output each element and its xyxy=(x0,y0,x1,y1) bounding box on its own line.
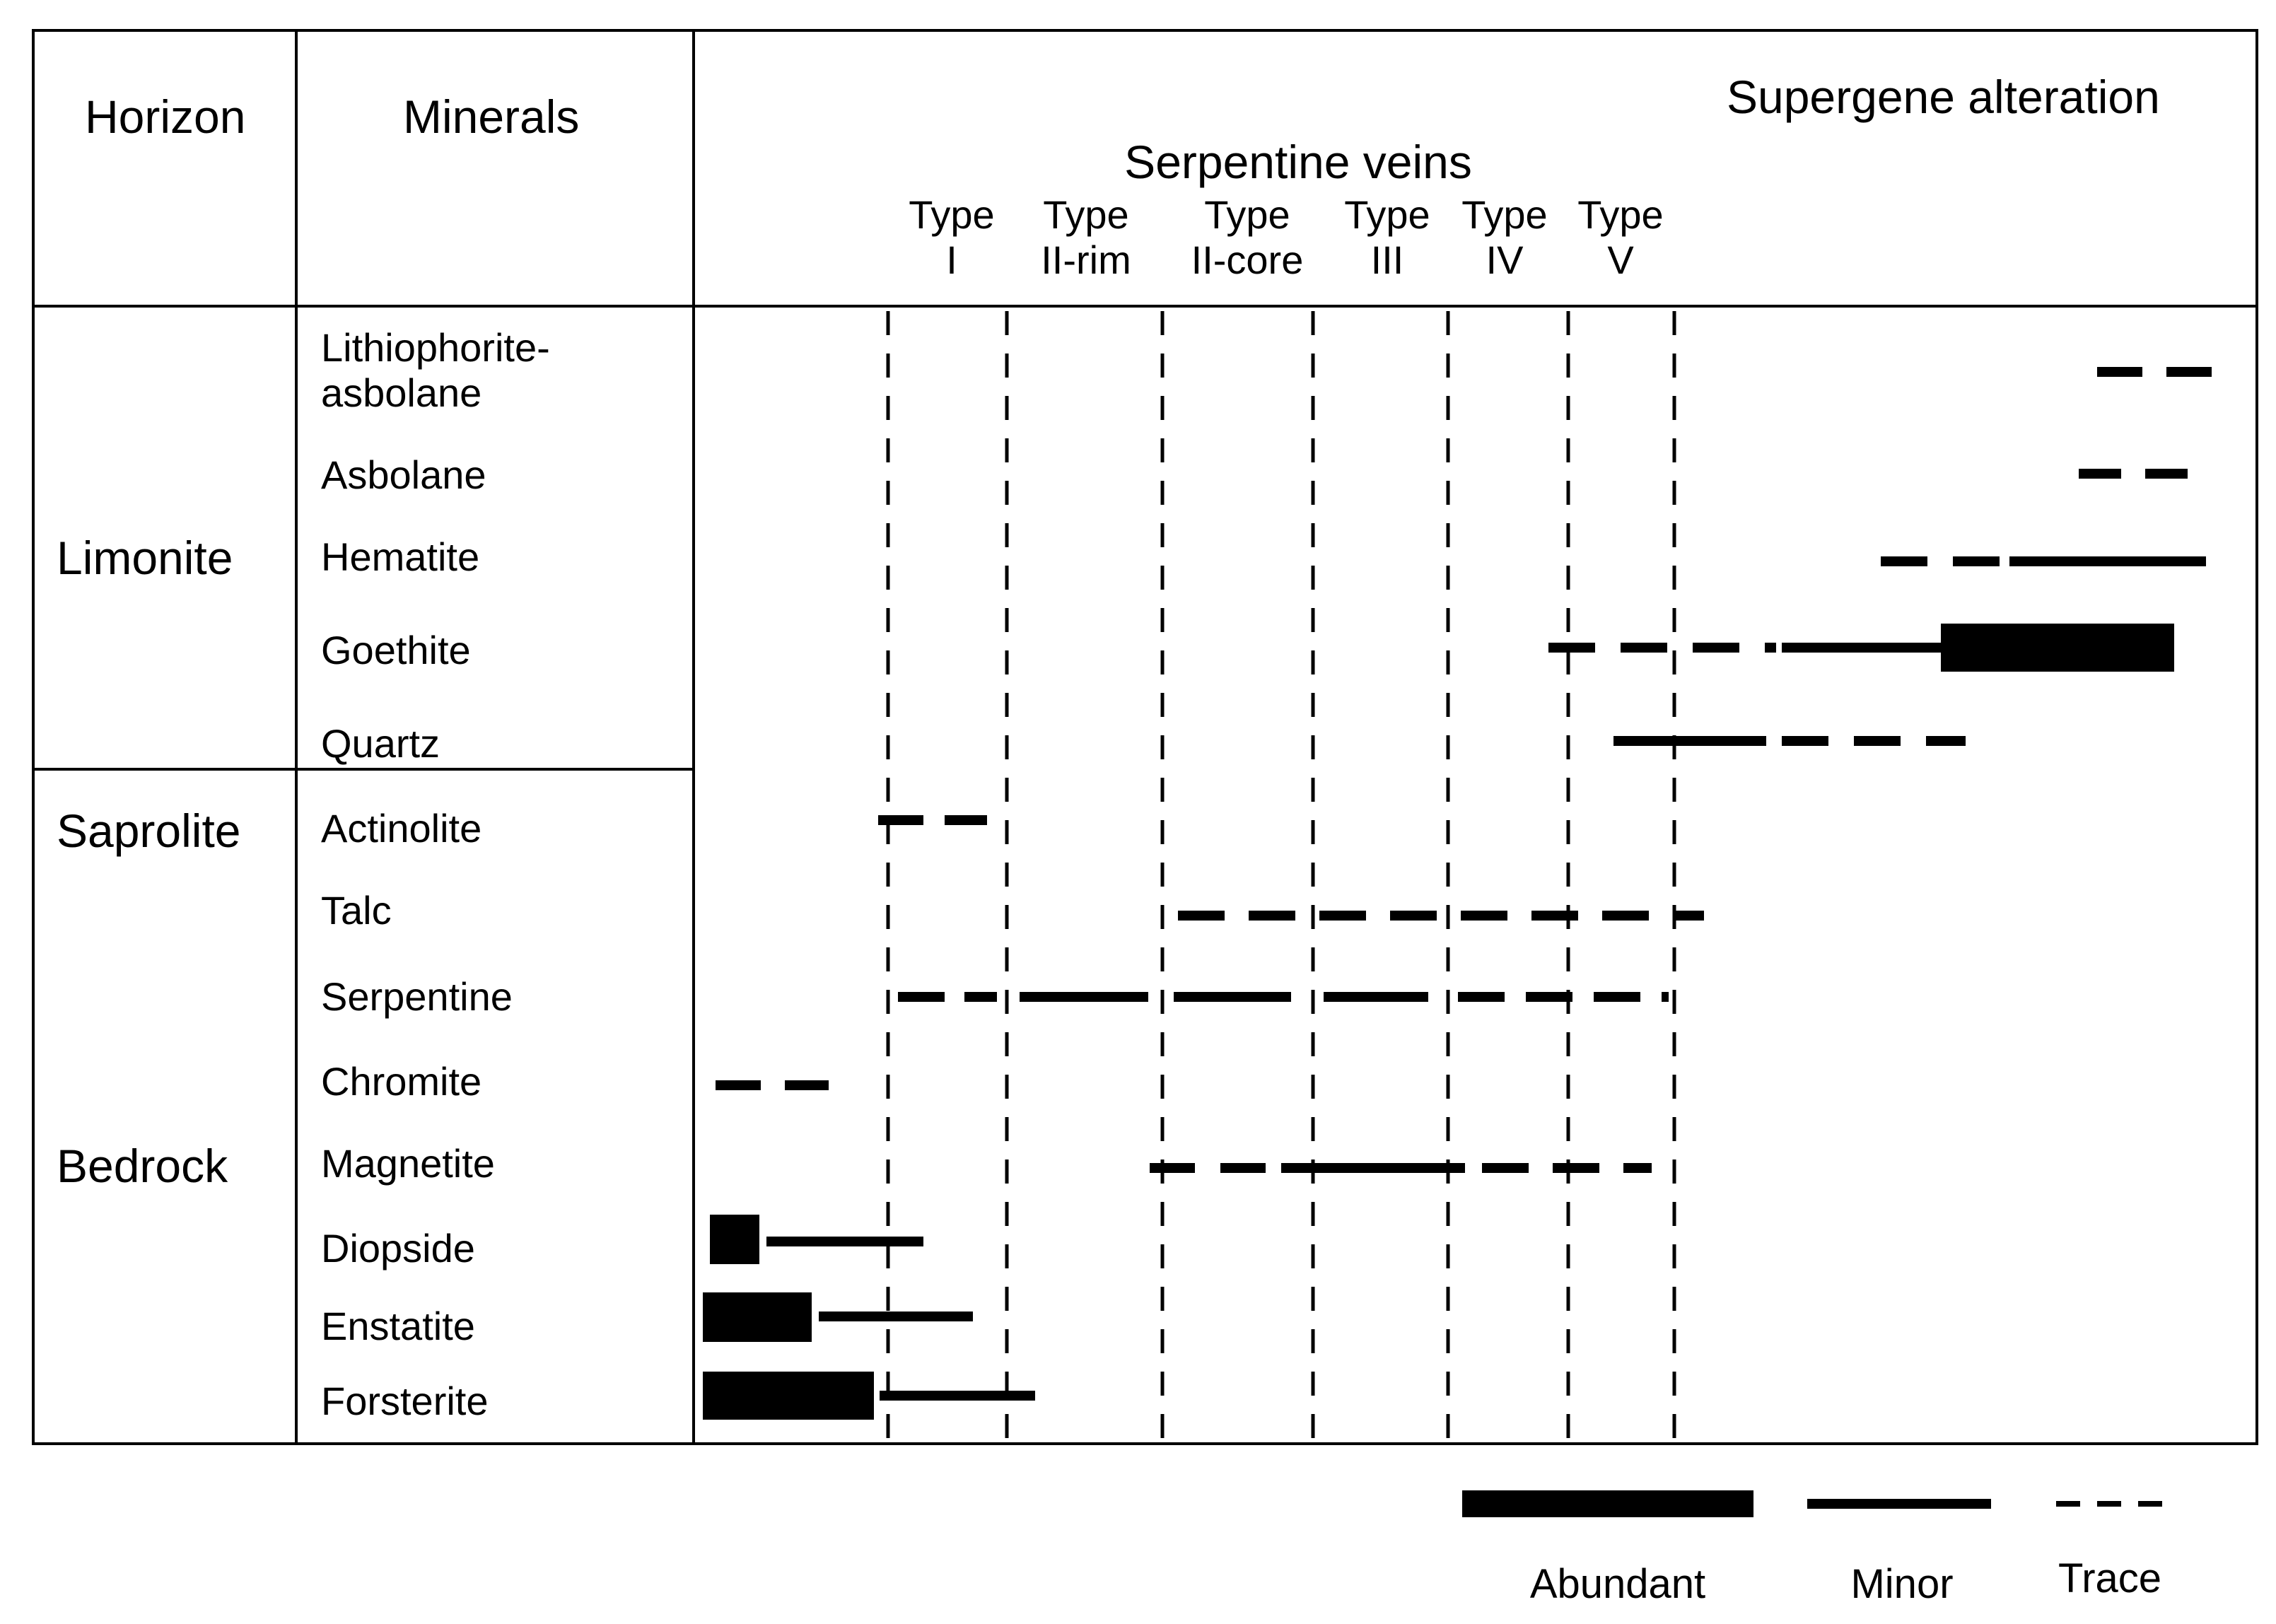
vein-type-header: Type II-rim xyxy=(1041,192,1131,283)
bar-goethite-abundant xyxy=(1941,624,2174,672)
mineral-label: Talc xyxy=(321,888,392,933)
mineral-label: Chromite xyxy=(321,1059,482,1104)
vein-type-header: Type I xyxy=(909,192,995,283)
legend-symbols xyxy=(1462,1490,2162,1517)
mineral-label: Hematite xyxy=(321,534,480,579)
legend-minor-label: Minor xyxy=(1850,1561,1954,1607)
mineral-label: Quartz xyxy=(321,721,440,766)
mineral-label: Goethite xyxy=(321,628,471,672)
vein-type-header: Type III xyxy=(1344,192,1430,283)
mineral-label: Asbolane xyxy=(321,452,486,497)
horizon-saprolite: Saprolite xyxy=(57,805,241,857)
bar-enstatite-abundant xyxy=(703,1292,812,1342)
mineral-label: Enstatite xyxy=(321,1304,475,1348)
mineral-label: Magnetite xyxy=(321,1141,495,1186)
mineral-bars xyxy=(703,367,2213,1420)
vein-type-header: Type V xyxy=(1577,192,1664,283)
serpentine-veins-header: Serpentine veins xyxy=(1124,136,1472,188)
legend-abundant-symbol xyxy=(1462,1490,1753,1517)
horizon-column-header: Horizon xyxy=(85,90,246,143)
mineral-label: Diopside xyxy=(321,1226,475,1270)
vein-type-header: Type IV xyxy=(1461,192,1548,283)
legend-abundant-label: Abundant xyxy=(1529,1561,1706,1607)
mineral-label: Lithiophorite- asbolane xyxy=(321,325,550,416)
horizon-limonite: Limonite xyxy=(57,532,233,584)
vein-type-header: Type II-core xyxy=(1191,192,1304,283)
table-frame xyxy=(32,29,2258,1445)
horizon-bedrock: Bedrock xyxy=(57,1140,228,1192)
bar-diopside-abundant xyxy=(710,1215,759,1264)
bar-forsterite-abundant xyxy=(703,1372,874,1420)
mineral-label: Forsterite xyxy=(321,1379,489,1423)
vein-type-boundaries xyxy=(886,311,1676,1444)
legend-trace-label: Trace xyxy=(2058,1555,2162,1601)
outer-border xyxy=(32,29,2258,1445)
supergene-alteration-header: Supergene alteration xyxy=(1727,71,2160,123)
mineral-label: Actinolite xyxy=(321,806,482,851)
mineral-label: Serpentine xyxy=(321,974,513,1019)
minerals-column-header: Minerals xyxy=(403,90,580,143)
